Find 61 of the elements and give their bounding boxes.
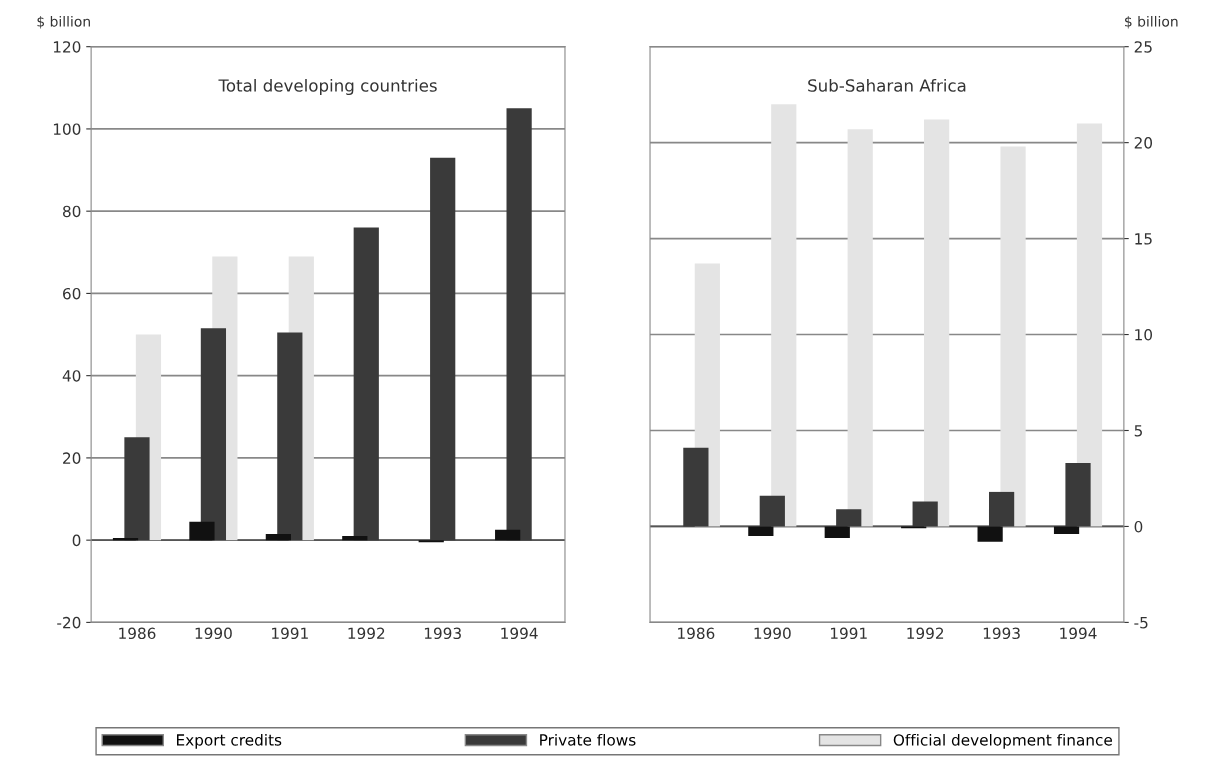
bar: [683, 447, 709, 527]
y-tick-label: 0: [1134, 520, 1143, 533]
bar: [124, 437, 150, 541]
x-tick-label: 1990: [754, 627, 791, 640]
bar: [112, 538, 139, 541]
y-tick-label: 0: [72, 534, 81, 547]
legend-label: Official development finance: [893, 733, 1112, 749]
bar: [1065, 463, 1091, 527]
bar: [189, 521, 215, 541]
bar: [748, 526, 774, 537]
bar: [912, 501, 938, 527]
x-tick-label: 1994: [1060, 627, 1097, 640]
y-tick-label: 100: [53, 123, 81, 135]
bar: [771, 104, 797, 527]
x-tick-label: 1991: [830, 627, 867, 640]
x-tick-label: 1990: [195, 627, 232, 640]
bar: [277, 332, 303, 541]
x-tick-label: 1992: [907, 627, 944, 640]
bar: [418, 540, 444, 543]
bar: [1053, 526, 1080, 535]
legend-label: Export credits: [177, 733, 282, 749]
y-tick-label: 80: [63, 205, 81, 218]
bar: [824, 526, 850, 538]
x-tick-label: 1994: [501, 627, 538, 640]
y-tick-label: 20: [63, 452, 81, 464]
bar: [759, 495, 785, 527]
y-axis-title: $ billion: [1125, 15, 1178, 29]
legend-label: Private flows: [540, 733, 636, 746]
x-tick-label: 1992: [348, 627, 385, 640]
bar: [1000, 146, 1026, 527]
y-tick-label: 10: [1135, 329, 1153, 341]
y-tick-label: 40: [62, 370, 81, 382]
y-tick-label: 60: [63, 287, 81, 300]
y-axis-title: $ billion: [37, 15, 90, 29]
bar: [495, 529, 521, 541]
bar: [200, 328, 227, 541]
text: Sub-Saharan Africa: [808, 78, 966, 92]
x-tick-label: 1993: [424, 627, 461, 640]
bar: [847, 129, 873, 527]
y-tick-label: 120: [53, 41, 81, 53]
y-tick-label: 25: [1134, 41, 1152, 53]
bar: [265, 533, 291, 541]
bar: [977, 526, 1003, 542]
x-tick-label: 1986: [119, 627, 156, 640]
bar: [342, 536, 368, 541]
y-tick-label: 5: [1134, 425, 1142, 437]
bar: [988, 491, 1015, 527]
y-tick-label: 20: [1134, 137, 1153, 149]
bar: [924, 119, 950, 527]
x-tick-label: 1991: [272, 627, 308, 640]
y-tick-label: 15: [1135, 233, 1152, 245]
y-tick-label: -20: [57, 616, 81, 629]
x-tick-label: 1986: [678, 627, 715, 640]
y-tick-label: -5: [1134, 617, 1148, 629]
bar: [430, 157, 456, 541]
bar: [836, 509, 862, 527]
bar: [506, 108, 532, 541]
text: Total developing countries: [218, 78, 437, 96]
bar: [353, 227, 379, 541]
bar: [1076, 123, 1103, 527]
x-tick-label: 1993: [983, 627, 1020, 640]
